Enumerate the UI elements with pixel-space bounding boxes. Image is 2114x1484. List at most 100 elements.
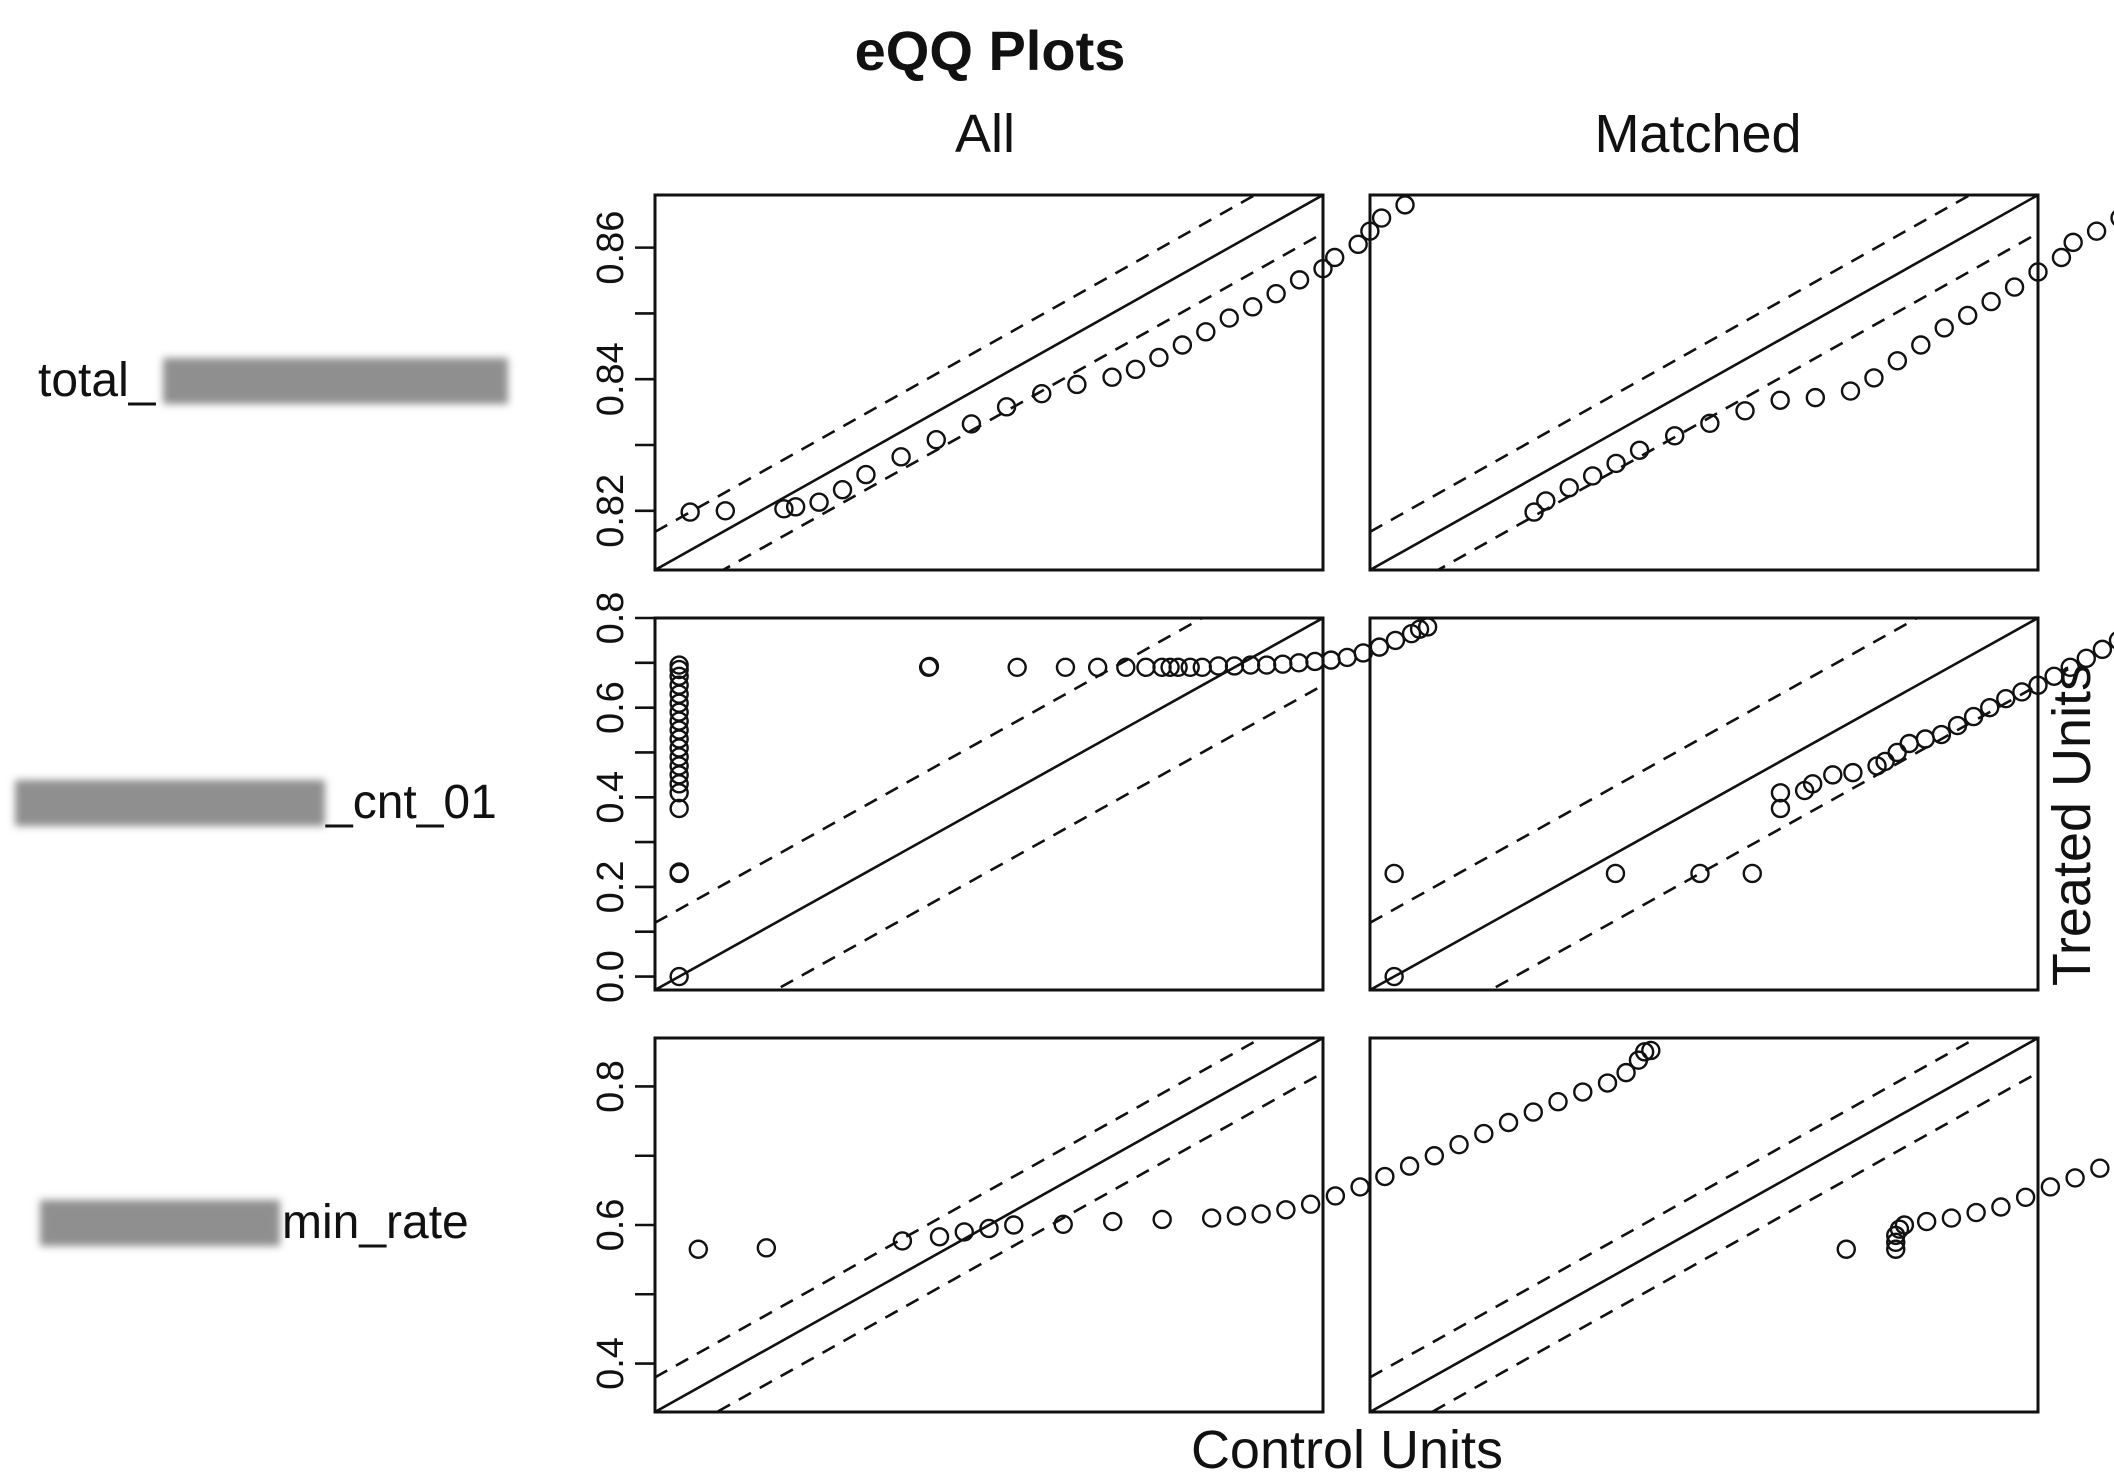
chart-title: eQQ Plots: [855, 19, 1126, 82]
qq-point: [1802, 774, 1823, 794]
qq-point: [1605, 863, 1626, 884]
panel-1-all: [653, 193, 1415, 572]
qq-point: [2110, 210, 2114, 226]
qq-point: [1424, 1146, 1445, 1166]
qq-point: [1385, 630, 1406, 651]
band-line: [1370, 1038, 1979, 1379]
qq-point: [2065, 1168, 2085, 1188]
qq-point: [929, 1227, 950, 1247]
panel-3-matched: [1368, 1036, 2110, 1414]
qq-point: [1947, 715, 1968, 736]
qq-point: [926, 430, 946, 450]
qq-point: [669, 666, 689, 686]
qq-point: [1700, 413, 1720, 433]
y-tick-label: 0.2: [590, 861, 632, 914]
qq-point: [1941, 1208, 1962, 1228]
qq-point: [1125, 359, 1146, 380]
column-title-all: All: [955, 104, 1015, 164]
row-label-3: min_rate: [282, 1196, 469, 1249]
qq-point: [1980, 697, 2000, 718]
qq-point: [1864, 368, 1884, 388]
qq-point: [1004, 1215, 1024, 1235]
panel-frame: [1368, 616, 2040, 992]
qq-point: [1409, 619, 1430, 639]
qq-point: [1770, 798, 1791, 819]
qq-point: [1957, 305, 1978, 326]
y-tick-label: 0.6: [590, 1199, 632, 1252]
panel-frame: [1368, 193, 2040, 572]
band-line: [655, 195, 1258, 533]
qq-point: [1996, 688, 2016, 709]
reference-line: [655, 1038, 1323, 1412]
y-tick-label: 0.84: [590, 342, 632, 416]
qq-point: [1325, 247, 1345, 268]
qq-point: [1196, 322, 1216, 342]
qq-point: [1836, 1239, 1856, 1259]
qq-point: [1805, 387, 1826, 408]
qq-point: [1371, 208, 1392, 228]
y-tick-label: 0.4: [590, 771, 632, 824]
qq-point: [680, 502, 700, 522]
panel-1-matched: [1368, 193, 2114, 572]
qq-point: [979, 1218, 999, 1239]
reference-line: [655, 195, 1323, 570]
qq-point: [1742, 863, 1762, 884]
y-tick-label: 0.86: [590, 211, 632, 285]
panel-2-matched: [1368, 616, 2114, 992]
qq-point: [1067, 374, 1087, 395]
qq-point: [715, 501, 736, 521]
band-line: [1435, 232, 2038, 570]
qq-point: [961, 414, 982, 434]
qq-point: [1966, 1202, 1986, 1223]
y-tick-label: 0.6: [590, 681, 632, 734]
qq-point: [1823, 765, 1843, 785]
qq-point: [1152, 1209, 1172, 1230]
panel-3-all: [653, 1036, 1661, 1414]
panel-frame: [1368, 1036, 2040, 1414]
qq-point: [1991, 1197, 2011, 1217]
qq-point: [774, 499, 794, 519]
y-tick-label: 0.4: [590, 1337, 632, 1390]
qq-point: [2092, 639, 2113, 660]
qq-point: [1375, 1166, 1395, 1187]
band-line: [655, 618, 1205, 924]
qq-point: [1931, 724, 1952, 745]
qq-point: [1524, 502, 1544, 522]
qq-point: [1266, 283, 1286, 304]
qq-point: [1548, 1092, 1568, 1112]
qq-point: [1348, 234, 1368, 255]
qq-point: [1770, 783, 1791, 803]
qq-point: [1573, 1082, 1593, 1102]
qq-point: [1616, 1062, 1636, 1083]
qq-point: [2076, 648, 2096, 669]
qq-point: [1384, 863, 1404, 884]
qq-point: [2051, 247, 2072, 268]
band-line: [1370, 195, 1973, 533]
qq-point: [832, 480, 853, 500]
qq-point: [1384, 966, 1404, 987]
y-tick-label: 0.0: [590, 950, 632, 1003]
band-line: [655, 1038, 1264, 1379]
qq-point: [856, 464, 876, 485]
qq-point: [669, 862, 689, 882]
y-tick-label: 0.82: [590, 474, 632, 548]
qq-point: [1597, 1073, 1618, 1093]
qq-point: [1629, 440, 1650, 460]
reference-line: [1370, 1038, 2038, 1412]
qq-point: [1886, 1232, 1906, 1253]
reference-line: [655, 618, 1323, 990]
band-line: [1370, 618, 1920, 924]
qq-point: [1894, 1215, 1915, 1235]
qq-point: [1276, 1200, 1296, 1220]
qq-point: [1911, 335, 1931, 355]
qq-point: [1300, 1194, 1321, 1214]
qq-point: [891, 447, 911, 467]
qq-point: [892, 1231, 913, 1251]
qq-point: [688, 1239, 708, 1259]
qq-point: [1665, 426, 1685, 446]
qq-point: [1160, 657, 1180, 678]
column-title-matched: Matched: [1594, 104, 1801, 164]
qq-point: [1963, 706, 1984, 727]
qq-point: [1226, 1206, 1247, 1226]
row-label-2: _cnt_01: [325, 776, 497, 829]
